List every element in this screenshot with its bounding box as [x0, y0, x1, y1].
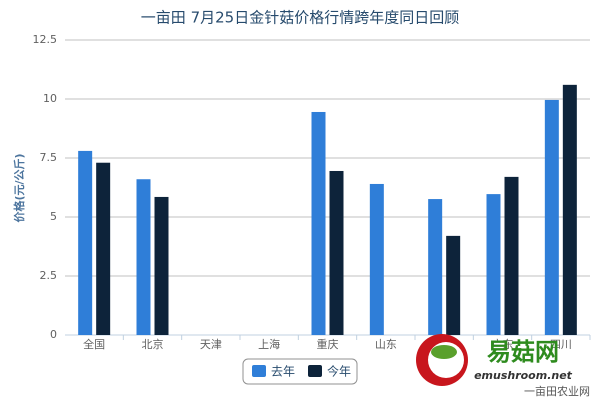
y-tick-label: 2.5: [40, 269, 58, 282]
y-axis-label: 价格(元/公斤): [12, 153, 26, 222]
y-tick-label: 0: [50, 328, 57, 341]
watermark-source: 一亩田农业网: [524, 384, 590, 398]
y-tick-label: 7.5: [40, 151, 58, 164]
y-tick-label: 10: [43, 92, 57, 105]
legend-swatch: [308, 365, 322, 377]
x-tick-label: 北京: [142, 337, 164, 351]
bar: [369, 183, 384, 335]
y-tick-label: 5: [50, 210, 57, 223]
bar: [329, 170, 344, 335]
x-tick-label: 广东: [492, 338, 514, 351]
legend-box: [242, 358, 358, 385]
bar: [504, 176, 519, 335]
bar: [428, 199, 443, 335]
legend-label: 去年: [271, 365, 295, 379]
bar: [96, 162, 111, 335]
watermark-url: emushroom.net: [474, 369, 573, 382]
x-tick-label: 四川: [550, 338, 572, 351]
bar: [78, 150, 93, 335]
bar: [562, 84, 577, 335]
x-tick-label: 重庆: [317, 337, 339, 351]
x-tick-label: 上海: [258, 337, 280, 351]
bar: [486, 194, 501, 335]
x-tick-label: 天津: [200, 338, 222, 351]
logo-cap: [431, 345, 457, 359]
y-tick-label: 12.5: [33, 33, 58, 46]
watermark: 易菇网 emushroom.net 一亩田农业网: [416, 334, 590, 398]
bar: [446, 235, 461, 335]
chart-title: 一亩田 7月25日金针菇价格行情跨年度同日回顾: [141, 9, 459, 27]
bar: [154, 196, 169, 335]
bar: [136, 179, 151, 335]
x-tick-label: 山东: [375, 338, 397, 351]
watermark-brand: 易菇网: [487, 338, 559, 366]
legend-label: 今年: [327, 364, 351, 379]
x-tick-label: 全国: [83, 337, 105, 351]
bar: [311, 111, 326, 335]
bar: [544, 99, 559, 335]
legend-swatch: [252, 365, 266, 377]
